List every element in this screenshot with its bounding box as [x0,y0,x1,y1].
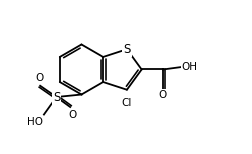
Text: O: O [36,73,44,83]
Text: S: S [52,91,60,103]
Text: O: O [158,89,166,99]
Text: Cl: Cl [121,99,132,109]
Text: HO: HO [26,117,43,127]
Text: OH: OH [181,62,197,72]
Text: O: O [68,109,77,120]
Text: S: S [123,43,130,56]
